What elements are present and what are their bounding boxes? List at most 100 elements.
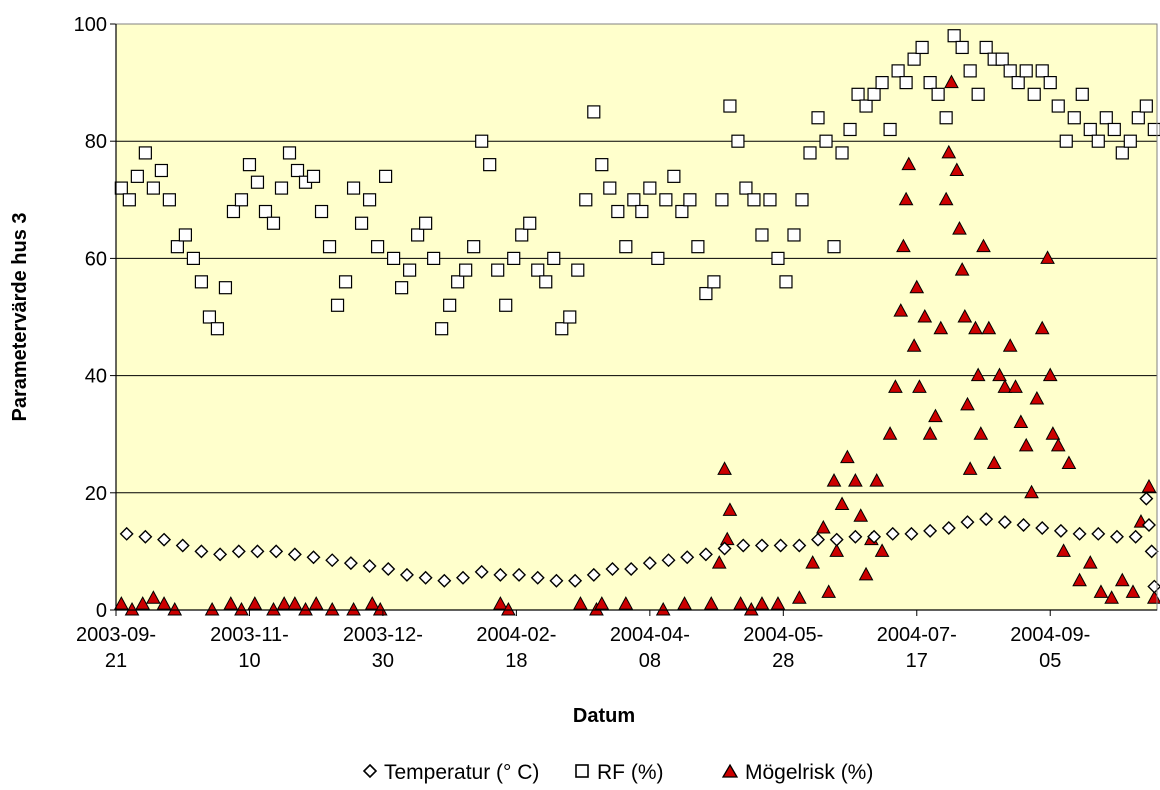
mogelrisk-point (594, 596, 610, 610)
rf-point (643, 181, 657, 195)
x-tick-label: 2004-07- 17 (877, 624, 957, 672)
x-tick-label-line1: 2003-09- (76, 624, 156, 646)
rf-point (443, 298, 457, 312)
temperatur-point (568, 573, 583, 588)
mogelrisk-point (1061, 455, 1077, 469)
mogelrisk-point (840, 449, 855, 464)
rf-point (218, 281, 233, 295)
temperatur-point (586, 567, 601, 582)
x-tick-label-line2: 10 (238, 650, 260, 672)
temperatur-point (269, 544, 284, 559)
rf-point (715, 193, 729, 207)
rf-point (1075, 87, 1089, 101)
rf-point (531, 263, 545, 277)
rf-point (186, 251, 201, 265)
rf-point (515, 228, 529, 242)
rf-point (338, 275, 353, 289)
mogelrisk-point (962, 461, 978, 475)
mogelrisk-point (655, 601, 671, 616)
rf-point (242, 158, 257, 172)
rf-point (154, 163, 168, 178)
rf-point (138, 146, 152, 160)
rf-point (731, 134, 745, 148)
series-triangle (113, 74, 1160, 616)
rf-point (146, 181, 160, 195)
rf-point (571, 263, 585, 277)
mogelrisk-point (1042, 367, 1058, 382)
rf-point (194, 275, 209, 289)
temperatur-point (661, 553, 676, 568)
rf-point (282, 146, 297, 160)
rf-point (507, 251, 521, 265)
mogelrisk-point (968, 320, 983, 335)
rf-point (1035, 64, 1049, 78)
temperatur-point (437, 573, 452, 588)
mogelrisk-point (1141, 478, 1157, 493)
rf-point (322, 240, 337, 254)
mogelrisk-point (970, 367, 986, 382)
mogelrisk-point (493, 596, 508, 610)
rf-point (843, 122, 857, 137)
temperatur-point (213, 547, 228, 562)
rf-point (747, 193, 761, 207)
rf-point (859, 99, 873, 113)
mogelrisk-point (167, 601, 183, 616)
mogelrisk-point (324, 601, 340, 616)
mogelrisk-point (156, 596, 172, 610)
mogelrisk-point (743, 601, 759, 616)
rf-point (1059, 134, 1073, 148)
rf-point (1115, 146, 1129, 160)
mogelrisk-point (501, 601, 516, 616)
mogelrisk-point (364, 596, 380, 610)
mogelrisk-point (1024, 484, 1039, 499)
rf-point (875, 75, 889, 90)
mogelrisk-point (928, 408, 943, 423)
mogelrisk-point (944, 74, 959, 89)
rf-point (539, 275, 553, 289)
temperatur-point (979, 512, 994, 527)
rf-point (955, 40, 969, 55)
mogelrisk-point (909, 279, 925, 294)
mogelrisk-point (223, 596, 239, 610)
rf-point (971, 87, 985, 101)
rf-point (346, 181, 361, 195)
mogelrisk-point (976, 238, 991, 253)
mogelrisk-point (276, 596, 292, 610)
rf-point (250, 175, 265, 189)
mogelrisk-point (826, 473, 842, 487)
temperatur-point (250, 544, 265, 559)
legend-item-mogelrisk: Mögelrisk (%) (721, 761, 873, 784)
mogelrisk-point (906, 338, 922, 352)
temperatur-point (885, 526, 900, 541)
temperatur-point (923, 523, 938, 538)
rf-point (258, 204, 273, 219)
temperatur-point (717, 541, 732, 556)
temperatur-point (287, 547, 302, 562)
mogelrisk-point (1082, 555, 1098, 569)
mogelrisk-point (287, 596, 303, 610)
mogelrisk-point (986, 455, 1002, 469)
rf-point (627, 193, 641, 207)
mogelrisk-point (1034, 320, 1050, 335)
mogelrisk-point (247, 596, 263, 610)
mogelrisk-point (954, 262, 970, 276)
mogelrisk-point (874, 543, 890, 557)
temperatur-point (997, 515, 1012, 530)
rf-point (603, 181, 617, 195)
mogelrisk-point (298, 601, 313, 616)
rf-point (787, 228, 801, 242)
mogelrisk-point (677, 596, 692, 610)
rf-point (595, 158, 609, 172)
x-tick-label-line1: 2004-09- (1010, 624, 1090, 646)
temperatur-point (1139, 491, 1154, 506)
temperatur-point (680, 550, 695, 565)
rf-point (411, 228, 425, 242)
mogelrisk-point (346, 601, 361, 616)
temperatur-point (325, 553, 340, 568)
temperatur-point (399, 567, 414, 582)
mogelrisk-point (733, 596, 748, 610)
temperatur-point (530, 570, 545, 585)
rf-point (330, 298, 345, 312)
rf-point (122, 193, 136, 207)
rf-point (995, 52, 1009, 66)
